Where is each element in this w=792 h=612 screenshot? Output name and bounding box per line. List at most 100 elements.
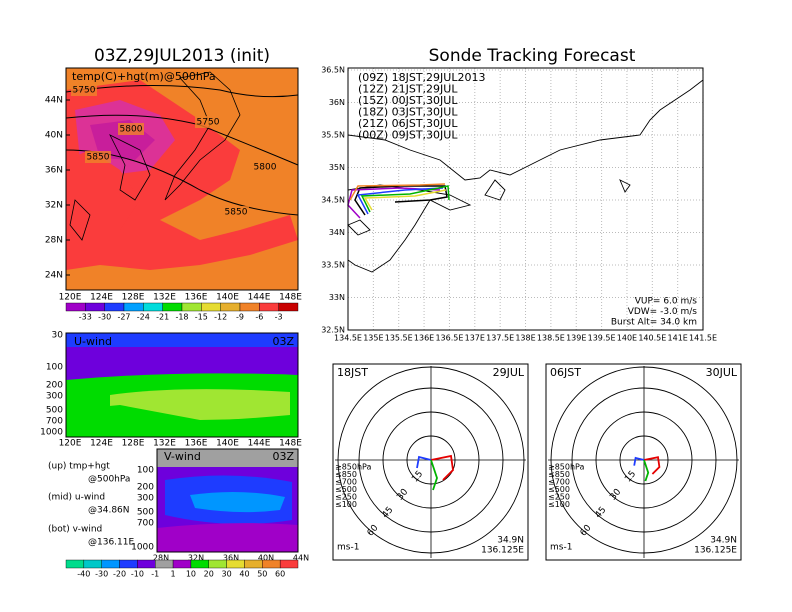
hodo-legend: ≤100 (335, 500, 357, 509)
contour-label-bg (195, 116, 221, 128)
hodo-legend: ≥850hPa (548, 463, 585, 472)
pressure-label: 30 (52, 331, 64, 341)
track (363, 189, 447, 211)
lon-label: 124E (90, 293, 113, 303)
colorbar-label: 60 (275, 570, 285, 579)
track-frame (347, 67, 704, 331)
pressure-label: 300 (137, 494, 154, 504)
hodo-unit: ms-1 (550, 543, 572, 553)
colorbar-label: -30 (95, 570, 108, 579)
lat-label: 33N (329, 293, 345, 302)
track (349, 183, 446, 201)
lon-label: 140E (617, 334, 637, 343)
lon-label: 136E (185, 293, 208, 303)
legend-entry: (18Z) 03JST,30JUL (358, 106, 458, 119)
hodo-time: 18JST (337, 366, 368, 379)
colorbar-cell (101, 559, 120, 569)
colorbar-cell (172, 559, 192, 569)
colorbar-label: -24 (137, 313, 150, 322)
contour-label: 5850 (225, 208, 248, 218)
hodo-legend: ≤250 (548, 493, 570, 502)
lon-label: 132E (153, 439, 176, 449)
map-frame (65, 67, 299, 291)
contour-label-bg (71, 84, 97, 96)
lon-label: 137.5E (486, 334, 514, 343)
lon-label: 136.5E (435, 334, 463, 343)
vwind-band (190, 491, 285, 513)
colorbar-cell (220, 302, 241, 312)
hodo-unit: ms-1 (337, 543, 359, 553)
colorbar-cell (85, 302, 105, 312)
uwind-time: 03Z (272, 335, 294, 348)
hodo-trace (633, 456, 645, 466)
lat-label: 24N (45, 271, 63, 281)
contour-label: 5750 (197, 118, 220, 128)
colorbar-label: -20 (113, 570, 126, 579)
lat-label: 34.5N (321, 196, 345, 205)
lat-label: 36N (223, 554, 239, 563)
colorbar-cell (201, 302, 221, 312)
colorbar-cell (208, 559, 227, 569)
lon-label: 138.5E (537, 334, 565, 343)
lon-label: 148E (279, 439, 302, 449)
colorbar-cell (155, 559, 174, 569)
hodo-lon: 136.125E (481, 546, 524, 556)
lon-label: 128E (122, 439, 145, 449)
lat-label: 32N (188, 554, 204, 563)
lon-label: 141E (668, 334, 688, 343)
hodo-date: 29JUL (493, 366, 525, 379)
contour-label-bg (223, 206, 249, 218)
colorbar-cell (162, 302, 183, 312)
lon-label: 120E (59, 439, 82, 449)
lon-label: 134.5E (334, 334, 362, 343)
lat-label: 28N (153, 554, 169, 563)
colorbar-cell (65, 302, 86, 312)
colorbar-cell (143, 302, 163, 312)
hodo-legend: ≤850 (335, 470, 357, 479)
left-map-labels: 44N 40N 36N 32N 28N 24N 120E 124E 128E 132E 136E 14… (45, 84, 302, 322)
colorbar-label: 40 (239, 570, 249, 579)
lat-label: 36.5N (321, 66, 345, 75)
lon-label: 140.5E (638, 334, 666, 343)
colorbar-label: -15 (195, 313, 208, 322)
lat-label: 28N (45, 236, 63, 246)
colorbar-cell (239, 302, 260, 312)
lon-label: 137E (465, 334, 485, 343)
colorbar-label: 50 (257, 570, 267, 579)
contour-label: 5850 (87, 153, 110, 163)
colorbar-label: -40 (77, 570, 90, 579)
vwind-band (157, 449, 298, 467)
hodo-legend: ≤700 (548, 478, 570, 487)
lon-label: 138E (515, 334, 535, 343)
colorbar-cell (104, 302, 125, 312)
lon-label: 124E (90, 439, 113, 449)
colorbar-label: -21 (156, 313, 169, 322)
lat-label: 44N (45, 96, 63, 106)
contour-label-bg (252, 161, 278, 173)
pressure-label: 700 (46, 417, 63, 427)
legend-entry: (09Z) 18JST,29JUL2013 (358, 71, 485, 84)
lon-label: 132E (153, 293, 176, 303)
hodo-trace (643, 456, 661, 475)
hodo-legend: ≤850 (548, 470, 570, 479)
vwind-band (157, 523, 298, 552)
lat-label: 34N (329, 228, 345, 237)
uwind-band (66, 405, 298, 437)
hodo-trace (430, 454, 454, 481)
colorbar-label: -30 (98, 313, 111, 322)
lat-label: 44N (293, 554, 309, 563)
pressure-label: 100 (137, 466, 154, 476)
colorbar-cell (259, 302, 279, 312)
legend-entry: (15Z) 00JST,30JUL (358, 94, 458, 107)
colorbar-cell (119, 559, 138, 569)
lon-label: 128E (122, 293, 145, 303)
colorbar-cell (279, 559, 299, 569)
hodo-trace (430, 459, 438, 491)
param: VDW= -3.0 m/s (628, 307, 698, 317)
track (360, 185, 450, 213)
pressure-label: 300 (46, 392, 63, 402)
colorbar-label: -33 (79, 313, 92, 322)
